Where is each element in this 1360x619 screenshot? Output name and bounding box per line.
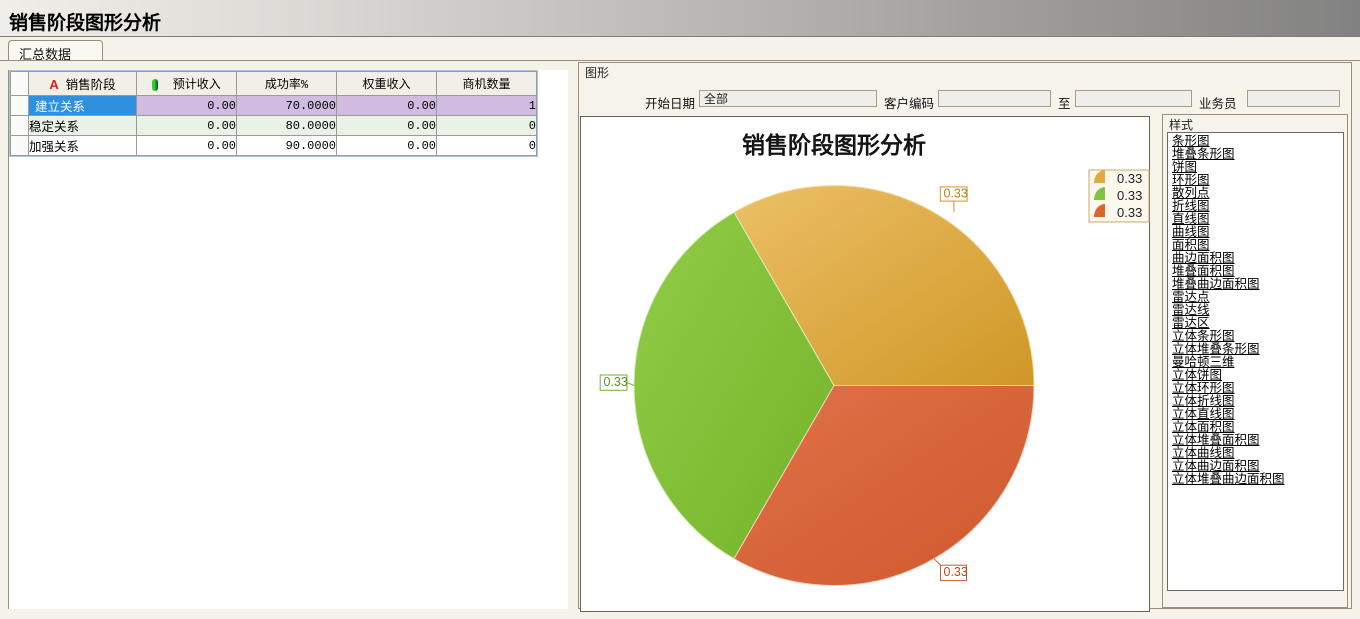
svg-text:0.33: 0.33 xyxy=(944,186,968,200)
svg-text:0.33: 0.33 xyxy=(1117,171,1142,186)
svg-text:0.33: 0.33 xyxy=(604,375,628,389)
svg-text:0.33: 0.33 xyxy=(944,565,968,579)
svg-text:销售阶段图形分析: 销售阶段图形分析 xyxy=(742,132,926,158)
svg-text:0.33: 0.33 xyxy=(1117,188,1142,203)
svg-text:0.33: 0.33 xyxy=(1117,205,1142,220)
